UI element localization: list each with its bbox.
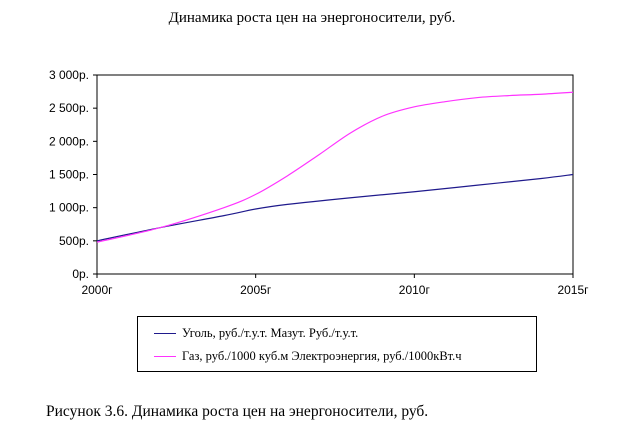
x-tick-label: 2010г [399, 283, 431, 297]
y-tick-label: 0р. [72, 267, 89, 281]
legend-item-gas: Газ, руб./1000 куб.м Электроэнергия, руб… [138, 346, 462, 366]
y-tick-label: 500р. [59, 234, 89, 248]
x-tick-label: 2005г [240, 283, 272, 297]
y-tick-label: 2 500р. [49, 101, 89, 115]
y-tick-label: 1 000р. [49, 201, 89, 215]
legend-swatch-gas [154, 355, 176, 357]
line-chart: 0р. 500р. 1 000р. 1 500р. 2 000р. 2 500р. 3 00… [49, 68, 589, 297]
legend-label-gas: Газ, руб./1000 куб.м Электроэнергия, руб… [182, 348, 462, 363]
x-tick-label: 2015г [557, 283, 589, 297]
y-tick-label: 3 000р. [49, 68, 89, 82]
legend-item-coal: Уголь, руб./т.у.т. Мазут. Руб./т.у.т. [138, 323, 358, 343]
legend-swatch-coal [154, 332, 176, 334]
figure-caption: Рисунок 3.6. Динамика роста цен на энерг… [46, 403, 429, 420]
y-tick-label: 2 000р. [49, 134, 89, 148]
plot-area [96, 74, 574, 275]
y-tick-label: 1 500р. [49, 168, 89, 182]
chart-legend: Уголь, руб./т.у.т. Мазут. Руб./т.у.т. Га… [137, 316, 537, 372]
x-tick-label: 2000г [81, 283, 113, 297]
series-line-0 [96, 173, 574, 242]
series-line-1 [96, 91, 574, 243]
chart-title: Динамика роста цен на энергоносители, ру… [168, 10, 456, 26]
legend-label-coal: Уголь, руб./т.у.т. Мазут. Руб./т.у.т. [182, 325, 359, 340]
